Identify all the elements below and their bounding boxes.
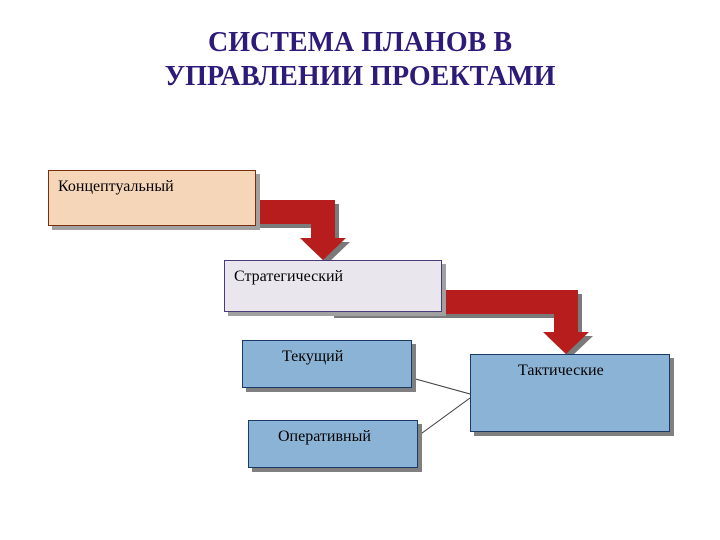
node-tactical: Тактические: [470, 354, 670, 432]
node-current: Текущий: [242, 340, 412, 388]
slide-title: СИСТЕМА ПЛАНОВ В УПРАВЛЕНИИ ПРОЕКТАМИ: [0, 26, 720, 94]
node-strategic-label: Стратегический: [234, 268, 343, 286]
diagram-stage: СИСТЕМА ПЛАНОВ В УПРАВЛЕНИИ ПРОЕКТАМИ Ко…: [0, 0, 720, 540]
node-tactical-label: Тактические: [518, 362, 604, 380]
title-line-2: УПРАВЛЕНИИ ПРОЕКТАМИ: [0, 60, 720, 94]
node-conceptual-label: Концептуальный: [58, 178, 174, 196]
node-current-label: Текущий: [282, 348, 343, 366]
node-conceptual: Концептуальный: [48, 170, 256, 226]
node-operational-label: Оперативный: [278, 428, 371, 446]
title-line-1: СИСТЕМА ПЛАНОВ В: [0, 26, 720, 60]
node-strategic: Стратегический: [224, 260, 442, 312]
node-operational: Оперативный: [248, 420, 418, 468]
